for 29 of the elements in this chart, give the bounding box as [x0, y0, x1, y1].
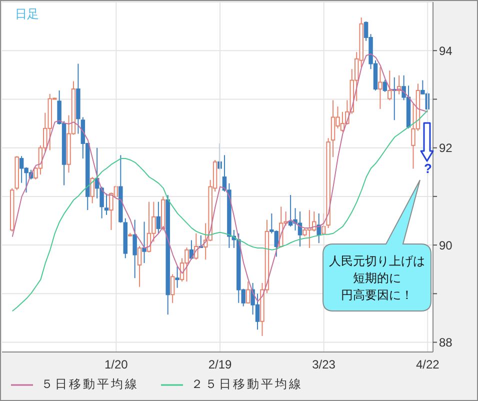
candlestick	[90, 176, 94, 204]
legend-label: ５日移動平均線	[41, 376, 139, 393]
annotation: 人民元切り上げは	[329, 254, 425, 268]
y-tick-label: 90	[439, 238, 453, 252]
y-tick-label: 94	[439, 44, 453, 58]
candlestick	[170, 274, 175, 304]
candlestick	[378, 66, 382, 110]
annotation: ?	[424, 161, 432, 176]
annotation: 短期的に	[353, 271, 401, 285]
candlestick	[137, 246, 142, 288]
x-tick-label: 4/22	[416, 358, 440, 372]
candlestick	[194, 232, 198, 260]
y-tick-label: 88	[439, 336, 453, 350]
annotation: 日足	[15, 7, 39, 21]
candlestick	[382, 79, 388, 92]
x-tick-label: 1/20	[104, 358, 128, 372]
candlestick	[316, 212, 321, 244]
candlestick	[156, 201, 161, 234]
candlestick	[104, 193, 109, 216]
x-tick-label: 3/23	[312, 358, 336, 372]
y-tick-label: 92	[439, 141, 453, 156]
legend-label: ２５日移動平均線	[191, 376, 303, 393]
x-tick-label: 2/19	[208, 358, 232, 372]
candlestick	[132, 219, 137, 279]
candlestick	[142, 221, 146, 264]
candlestick	[246, 281, 250, 304]
annotation: 円高要因に！	[341, 288, 413, 302]
candlestick	[388, 70, 392, 101]
candlestick	[175, 266, 180, 288]
